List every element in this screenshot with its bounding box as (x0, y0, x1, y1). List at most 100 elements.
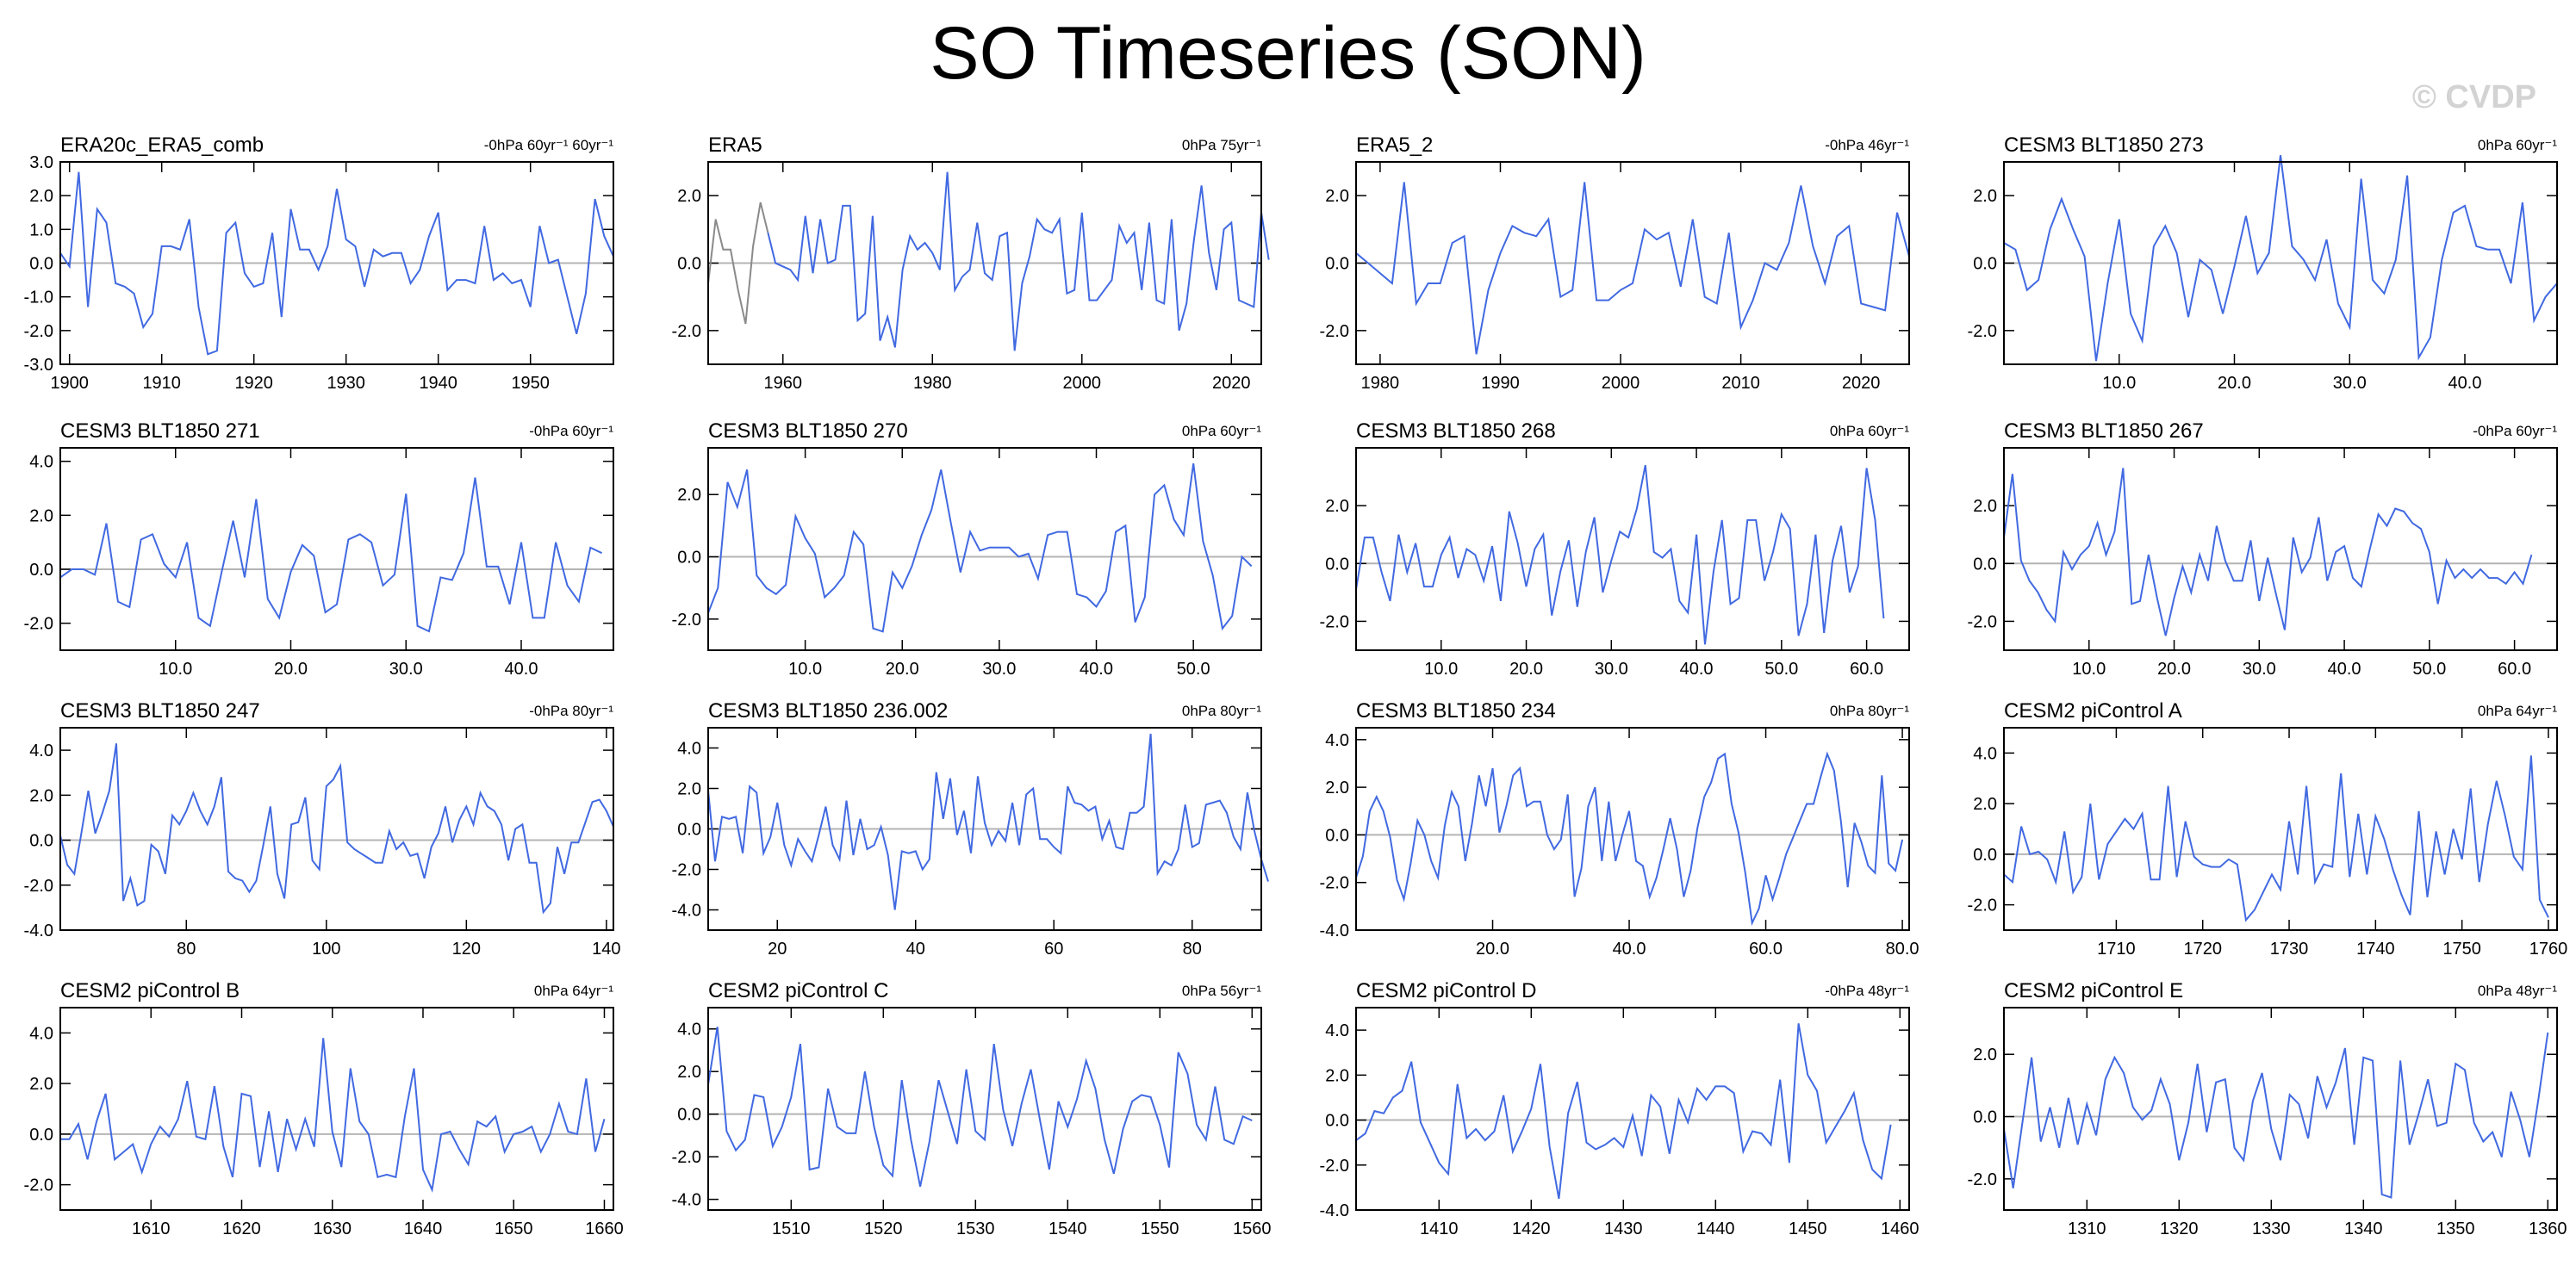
x-tick-label: 20.0 (2218, 374, 2251, 393)
x-tick-label: 40.0 (2448, 374, 2482, 393)
panel-subtitle: 0hPa 80yr⁻¹ (1182, 703, 1261, 719)
y-tick-label: -4.0 (1320, 1201, 1349, 1220)
x-tick-label: 2000 (1063, 374, 1102, 393)
panel-subtitle: 0hPa 75yr⁻¹ (1182, 137, 1261, 153)
panel-4: CESM3 BLT1850 273 0hPa 60yr⁻¹ 10.0 20.0 30.0… (1968, 133, 2558, 393)
panel-2: ERA5 0hPa 75yr⁻¹ 1960 1980 2000 2020 -2.0 0.0 2.… (672, 133, 1270, 393)
x-tick-label: 120 (452, 940, 481, 959)
x-tick-label: 1920 (234, 374, 273, 393)
y-tick-label: -2.0 (1320, 322, 1349, 341)
panel-title: CESM3 BLT1850 236.002 (708, 699, 948, 723)
y-tick-label: 0.0 (1325, 255, 1349, 274)
x-tick-label: 1340 (2344, 1219, 2383, 1238)
series-line (2003, 155, 2558, 362)
x-tick-label: 1980 (1361, 374, 1400, 393)
x-tick-label: 2020 (1212, 374, 1251, 393)
y-tick-label: 0.0 (29, 1126, 53, 1145)
plot-frame (1355, 1007, 1910, 1211)
y-tick-label: 0.0 (29, 255, 53, 274)
y-tick-label: 0.0 (1325, 826, 1349, 845)
plot-frame (2003, 447, 2558, 651)
y-tick-label: 0.0 (29, 832, 53, 851)
panel-13: CESM2 piControl B 0hPa 64yr⁻¹ 1610 1620 1630… (24, 979, 624, 1238)
x-tick-label: 30.0 (2243, 660, 2276, 679)
y-tick-label: 2.0 (29, 187, 53, 206)
cvdp-watermark: © CVDP (2411, 79, 2536, 115)
y-tick-label: 0.0 (677, 255, 701, 274)
y-tick-label: -2.0 (24, 615, 53, 634)
series-line (707, 462, 1253, 633)
y-tick-label: 1.0 (29, 220, 53, 239)
x-tick-label: 2020 (1842, 374, 1881, 393)
plot-frame (707, 727, 1262, 931)
y-tick-label: 2.0 (1973, 497, 1997, 516)
panel-6: CESM3 BLT1850 270 0hPa 60yr⁻¹ 10.0 20.0 30.0… (672, 419, 1262, 679)
x-tick-label: 1430 (1604, 1219, 1643, 1238)
x-tick-label: 1950 (511, 374, 550, 393)
x-tick-label: 1520 (864, 1219, 903, 1238)
panel-title: ERA20c_ERA5_comb (60, 133, 264, 157)
x-tick-label: 20.0 (274, 660, 308, 679)
x-tick-label: 60.0 (1850, 660, 1883, 679)
panel-subtitle: -0hPa 60yr⁻¹ (529, 423, 613, 439)
x-tick-label: 20.0 (2157, 660, 2191, 679)
x-tick-label: 100 (312, 940, 340, 959)
plot-frame (59, 161, 614, 365)
y-tick-label: 2.0 (1325, 779, 1349, 797)
panel-title: CESM2 piControl C (708, 979, 888, 1002)
x-tick-label: 1350 (2436, 1219, 2475, 1238)
x-tick-label: 1650 (495, 1219, 533, 1238)
panel-8: CESM3 BLT1850 267 -0hPa 60yr⁻¹ 10.0 20.0 30.… (1968, 419, 2558, 679)
x-tick-label: 10.0 (159, 660, 192, 679)
x-tick-label: 50.0 (2412, 660, 2446, 679)
x-tick-label: 1460 (1881, 1219, 1920, 1238)
x-tick-label: 10.0 (2072, 660, 2106, 679)
panel-11: CESM3 BLT1850 234 0hPa 80yr⁻¹ 20.0 40.0 60.0… (1320, 699, 1920, 959)
x-tick-label: 1530 (956, 1219, 995, 1238)
panel-subtitle: 0hPa 64yr⁻¹ (2478, 703, 2557, 719)
y-tick-label: 2.0 (677, 187, 701, 206)
x-tick-label: 60.0 (2498, 660, 2531, 679)
y-tick-label: 0.0 (1325, 555, 1349, 574)
y-tick-label: -2.0 (1968, 1170, 1997, 1189)
y-tick-label: -4.0 (24, 922, 53, 940)
y-tick-label: -2.0 (672, 322, 701, 341)
x-tick-label: 50.0 (1764, 660, 1798, 679)
x-tick-label: 1910 (142, 374, 181, 393)
x-tick-label: 1960 (764, 374, 803, 393)
x-tick-label: 60 (1044, 940, 1063, 959)
y-tick-label: 0.0 (1973, 1108, 1997, 1127)
y-tick-label: 0.0 (677, 821, 701, 840)
x-tick-label: 1420 (1512, 1219, 1551, 1238)
x-tick-label: 1320 (2160, 1219, 2199, 1238)
y-tick-label: -2.0 (672, 1148, 701, 1167)
panel-title: CESM3 BLT1850 234 (1356, 699, 1556, 723)
y-tick-label: 2.0 (1325, 1066, 1349, 1085)
x-tick-label: 1540 (1048, 1219, 1087, 1238)
x-tick-label: 1630 (313, 1219, 352, 1238)
x-tick-label: 1750 (2442, 940, 2481, 959)
series-line (767, 171, 1270, 351)
plot-frame (707, 447, 1262, 651)
panel-subtitle: 0hPa 56yr⁻¹ (1182, 983, 1261, 999)
series-line (1355, 464, 1885, 645)
y-tick-label: 2.0 (677, 780, 701, 799)
panel-16: CESM2 piControl E 0hPa 48yr⁻¹ 1310 1320 1330… (1968, 979, 2567, 1238)
y-tick-label: 0.0 (1973, 555, 1997, 574)
series-line (1355, 751, 1904, 927)
x-tick-label: 40 (906, 940, 925, 959)
x-tick-label: 10.0 (788, 660, 822, 679)
y-tick-label: 0.0 (29, 561, 53, 580)
y-tick-label: 2.0 (1973, 187, 1997, 206)
y-tick-label: 4.0 (677, 1021, 701, 1039)
y-tick-label: -4.0 (1320, 922, 1349, 940)
x-tick-label: 80 (1183, 940, 1202, 959)
y-tick-label: -3.0 (24, 356, 53, 375)
y-tick-label: -4.0 (672, 902, 701, 921)
y-tick-label: 3.0 (29, 153, 53, 172)
panel-subtitle: 0hPa 64yr⁻¹ (534, 983, 613, 999)
y-tick-label: 0.0 (677, 1106, 701, 1125)
x-tick-label: 60.0 (1749, 940, 1783, 959)
y-tick-label: 2.0 (1973, 795, 1997, 814)
panel-title: CESM3 BLT1850 268 (1356, 419, 1556, 443)
